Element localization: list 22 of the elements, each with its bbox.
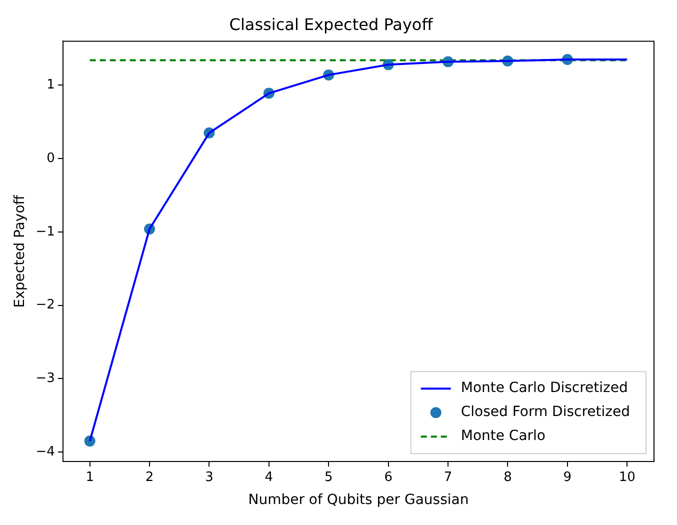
- y-tick-label: 0: [46, 150, 55, 166]
- legend-label: Monte Carlo: [460, 428, 546, 444]
- y-tick-label: −1: [36, 224, 55, 240]
- x-tick-label: 4: [264, 470, 274, 485]
- x-tick-label: 9: [563, 470, 572, 485]
- legend-label: Monte Carlo Discretized: [460, 380, 628, 396]
- x-tick-label: 2: [145, 470, 154, 485]
- x-tick-label: 7: [444, 470, 452, 485]
- x-tick-label: 8: [504, 470, 512, 485]
- y-tick-label: −4: [36, 444, 55, 460]
- x-tick-label: 6: [384, 470, 392, 485]
- x-tick-label: 5: [324, 470, 333, 485]
- y-axis-title: Expected Payoff: [12, 194, 28, 308]
- legend-label: Closed Form Discretized: [460, 404, 630, 420]
- x-tick-label: 10: [618, 470, 636, 485]
- y-tick-label: 1: [46, 78, 55, 93]
- x-tick-label: 3: [205, 470, 214, 485]
- x-tick-label: 1: [86, 470, 94, 485]
- y-tick-label: −3: [36, 371, 55, 386]
- chart-title: Classical Expected Payoff: [229, 14, 434, 34]
- x-axis-title: Number of Qubits per Gaussian: [248, 492, 469, 508]
- y-tick-label: −2: [36, 298, 55, 313]
